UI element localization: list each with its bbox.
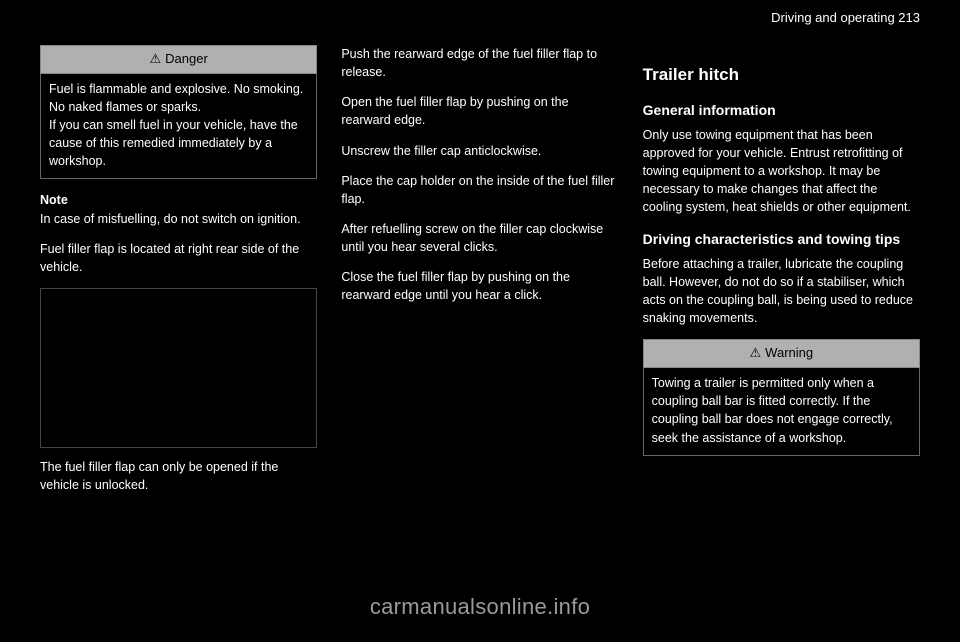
column-3: Trailer hitch General information Only u… [643,45,920,585]
warning-label: Warning [765,345,813,360]
watermark: carmanualsonline.info [0,594,960,620]
col2-para1: Push the rearward edge of the fuel fille… [341,45,618,81]
warning-callout: ⚠Warning [643,339,920,368]
col3-para2: Before attaching a trailer, lubricate th… [643,255,920,328]
note-block: Note In case of misfuelling, do not swit… [40,191,317,227]
page-header: Driving and operating 213 [0,0,960,25]
col2-para4: Place the cap holder on the inside of th… [341,172,618,208]
col2-para2: Open the fuel filler flap by pushing on … [341,93,618,129]
trailer-hitch-heading: Trailer hitch [643,63,920,88]
col1-para1: Fuel filler flap is located at right rea… [40,240,317,276]
general-info-subheading: General information [643,100,920,120]
danger-callout: ⚠Danger [40,45,317,74]
col2-para5: After refuelling screw on the filler cap… [341,220,618,256]
col2-para6: Close the fuel filler flap by pushing on… [341,268,618,304]
page-body: ⚠Danger Fuel is flammable and explosive.… [0,25,960,605]
column-2: Push the rearward edge of the fuel fille… [341,45,618,585]
warning-text: Towing a trailer is permitted only when … [643,368,920,456]
column-1: ⚠Danger Fuel is flammable and explosive.… [40,45,317,585]
col3-para1: Only use towing equipment that has been … [643,126,920,217]
danger-label: Danger [165,51,208,66]
note-text: In case of misfuelling, do not switch on… [40,212,301,226]
driving-characteristics-subheading: Driving characteristics and towing tips [643,229,920,249]
col2-para3: Unscrew the filler cap anticlockwise. [341,142,618,160]
col1-para2: The fuel filler flap can only be opened … [40,458,317,494]
note-label: Note [40,193,68,207]
warning-triangle-icon: ⚠ [150,51,162,66]
danger-text: Fuel is flammable and explosive. No smok… [40,74,317,180]
warning-triangle-icon: ⚠ [750,345,762,360]
page-header-text: Driving and operating 213 [771,10,920,25]
illustration-placeholder [40,288,317,448]
